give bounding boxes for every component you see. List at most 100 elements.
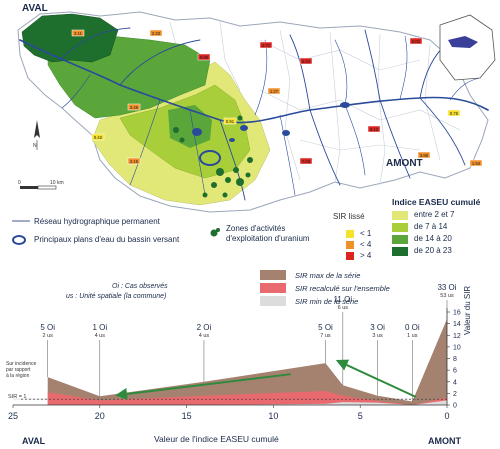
- sir-badge: 7.03: [299, 157, 313, 165]
- y-tick-label: 8: [453, 356, 457, 363]
- x-tick-label: 20: [95, 411, 105, 421]
- annotation-us: 7 us: [320, 333, 331, 339]
- y-tick-label: 4: [453, 379, 457, 386]
- easeu-legend-label: de 14 à 20: [414, 234, 452, 243]
- annotation-us: 4 us: [199, 333, 210, 339]
- scale-bar: [20, 185, 57, 190]
- annotation-us: 3 us: [372, 333, 383, 339]
- note-us: us : Unité spatiale (la commune): [66, 293, 167, 300]
- y-axis-label: Valeur du SIR: [463, 285, 472, 335]
- svg-text:0.75: 0.75: [450, 111, 459, 116]
- y-tick-label: 2: [453, 391, 457, 398]
- svg-text:0.42: 0.42: [94, 135, 103, 140]
- chart-amont-label: AMONT: [428, 436, 461, 446]
- svg-text:2.15: 2.15: [130, 159, 139, 164]
- sir-badge: 3.46: [127, 103, 141, 111]
- series-sir-min: [47, 400, 447, 405]
- svg-text:4.72: 4.72: [262, 43, 271, 48]
- annotation-us: 2 us: [43, 333, 54, 339]
- sir-badge: 0.75: [447, 109, 461, 117]
- y-tick-label: 6: [453, 368, 457, 375]
- y-tick-label: 0: [453, 403, 457, 410]
- annotation-us: 6 us: [338, 305, 349, 311]
- sir-min-band: [13, 398, 447, 401]
- lake-icon: [12, 235, 26, 245]
- sir-badge: 5.86: [197, 53, 211, 61]
- chart-aval-label: AVAL: [22, 436, 46, 446]
- river-network: [19, 27, 489, 201]
- x-tick-label: 15: [182, 411, 192, 421]
- easeu-legend-swatch: [392, 211, 408, 220]
- sir-badge: 1.94: [469, 159, 483, 167]
- svg-text:3.88: 3.88: [420, 153, 429, 158]
- x-tick-label: 0: [444, 411, 449, 421]
- annotation-oi: 0 Oi: [405, 323, 420, 332]
- watershed-map: 3.11 2.33 4.72 5.34 6.01 0.75 1.94 3.88 7.03 2.15…: [17, 11, 496, 213]
- x-axis-label: Valeur de l'indice EASEU cumulé: [154, 434, 279, 444]
- y-tick-label: 12: [453, 333, 461, 340]
- y-tick-label: 16: [453, 310, 461, 317]
- svg-text:8.12: 8.12: [370, 127, 379, 132]
- note-oi: Oi : Cas observés: [112, 283, 168, 290]
- scale-label: 10 km: [50, 180, 64, 186]
- series-legend-swatch: [260, 270, 286, 280]
- sir-badge: 3.11: [71, 29, 85, 37]
- sir-badge: 0.42: [91, 133, 105, 141]
- annotation-oi: 1 Oi: [92, 323, 107, 332]
- uranium-icon: [210, 229, 218, 237]
- sir-badge: 2.33: [149, 29, 163, 37]
- sir-legend-title: SIR lissé: [333, 212, 365, 221]
- sir-badge: 8.12: [367, 125, 381, 133]
- x-tick-label: 10: [268, 411, 278, 421]
- uranium-zones: [173, 115, 253, 198]
- sir-badge: 1.27: [267, 87, 281, 95]
- x-tick-label: 5: [358, 411, 363, 421]
- annotation-us: 4 us: [95, 333, 106, 339]
- easeu-legend-label: entre 2 et 7: [414, 210, 455, 219]
- series-legend-label: SIR max de la série: [295, 271, 360, 280]
- series-sir-recalcule: [47, 391, 447, 405]
- scale-zero: 0: [18, 180, 21, 186]
- easeu-legend-label: de 7 à 14: [414, 222, 448, 231]
- trend-arrow-left: [115, 373, 291, 400]
- sir-badge: 5.34: [299, 57, 313, 65]
- uranium-legend-label: Zones d'activités d'exploitation d'urani…: [226, 224, 310, 243]
- svg-text:6.01: 6.01: [412, 39, 421, 44]
- easeu-legend-title: Indice EASEU cumulé: [392, 197, 481, 207]
- zone-easeu-20-23: [21, 13, 119, 63]
- sir-badge: 3.88: [417, 151, 431, 159]
- svg-text:1.94: 1.94: [472, 161, 481, 166]
- svg-text:2.33: 2.33: [152, 31, 161, 36]
- sir-legend-swatch: [346, 230, 354, 238]
- trend-arrow-right: [335, 359, 417, 398]
- series-legend-swatch: [260, 283, 286, 293]
- series-legend-label: SIR min de la série: [295, 297, 358, 306]
- easeu-legend-label: de 20 à 23: [414, 246, 452, 255]
- north-label: N: [33, 143, 37, 149]
- annotation-oi: 33 Oi: [437, 283, 456, 292]
- series-legend-swatch: [260, 296, 286, 306]
- series-legend-label: SIR recalculé sur l'ensemble: [295, 284, 390, 293]
- easeu-legend-swatch: [392, 247, 408, 256]
- sir-badge: 4.72: [259, 41, 273, 49]
- map-amont-label: AMONT: [386, 158, 423, 169]
- svg-text:0.91: 0.91: [226, 119, 235, 124]
- series-sir-max: [47, 318, 447, 405]
- easeu-legend-swatch: [392, 235, 408, 244]
- annotation-oi: 11 Oi: [334, 295, 353, 304]
- sir-badge: 0.91: [223, 117, 237, 125]
- easeu-legend-swatch: [392, 223, 408, 232]
- lakes-legend-label: Principaux plans d'eau du bassin versant: [34, 235, 180, 244]
- river-legend-label: Réseau hydrographique permanent: [34, 217, 160, 226]
- y-tick-label: 14: [453, 321, 461, 328]
- sir-badges: 3.11 2.33 4.72 5.34 6.01 0.75 1.94 3.88 7.03 2.15…: [71, 29, 483, 167]
- sir-legend-label: < 1: [360, 229, 372, 238]
- svg-text:5.86: 5.86: [200, 55, 209, 60]
- map-aval-label: AVAL: [22, 3, 48, 14]
- y-tick-label: 10: [453, 344, 461, 351]
- inset-map: [439, 14, 496, 81]
- sir-legend-swatch: [346, 252, 354, 260]
- annotation-oi: 5 Oi: [318, 323, 333, 332]
- north-arrow-icon: [34, 120, 40, 150]
